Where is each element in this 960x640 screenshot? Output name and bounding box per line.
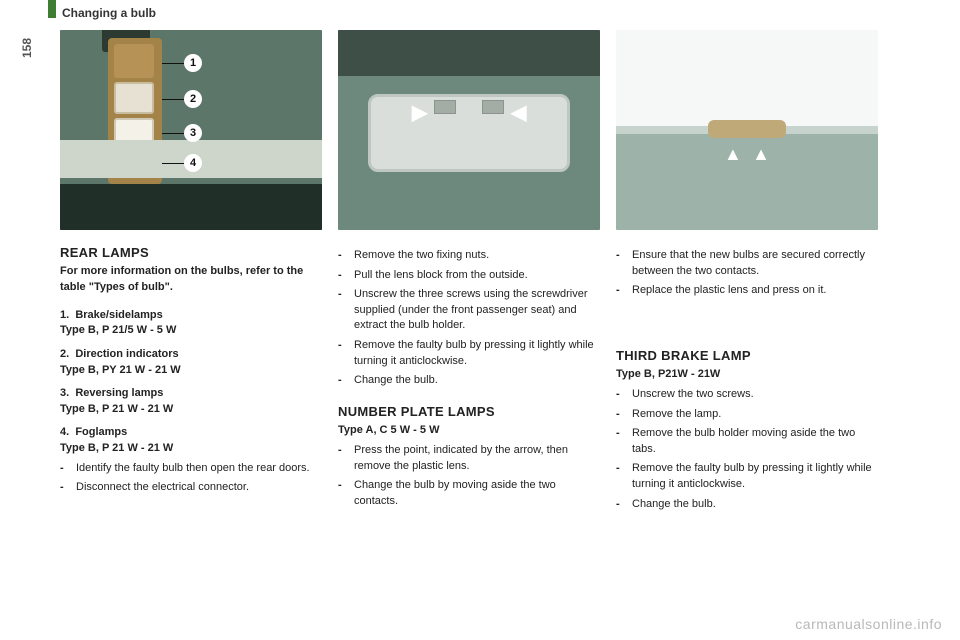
step-text: Unscrew the three screws using the screw…: [354, 287, 600, 334]
step-text: Change the bulb.: [632, 497, 716, 513]
header-accent: [48, 0, 56, 18]
rear-lamps-intro: For more information on the bulbs, refer…: [60, 264, 322, 295]
item-name: Foglamps: [75, 426, 127, 438]
column-3: -Ensure that the new bulbs are secured c…: [616, 244, 878, 512]
image-row: 1 2 3 4 ▶ ▶ ▲ ▲: [60, 30, 916, 230]
column-2: -Remove the two fixing nuts. -Pull the l…: [338, 244, 600, 512]
item-num: 3.: [60, 387, 69, 399]
item-num: 4.: [60, 426, 69, 438]
number-plate-heading: NUMBER PLATE LAMPS: [338, 403, 600, 421]
number-plate-type: Type A, C 5 W - 5 W: [338, 423, 600, 439]
callout-1: 1: [184, 54, 202, 72]
arrow-up-icon: ▲: [752, 144, 770, 165]
step-text: Replace the plastic lens and press on it…: [632, 283, 826, 299]
item-name: Reversing lamps: [75, 387, 163, 399]
rear-lamps-heading: REAR LAMPS: [60, 244, 322, 262]
item-type: Type B, P 21 W - 21 W: [60, 441, 322, 457]
callout-3: 3: [184, 124, 202, 142]
figure-number-plate-lamps: ▶ ▶: [338, 30, 600, 230]
page-number: 158: [20, 38, 34, 58]
column-1: REAR LAMPS For more information on the b…: [60, 244, 322, 512]
step-text: Remove the faulty bulb by pressing it li…: [354, 338, 600, 369]
step-text: Disconnect the electrical connector.: [76, 480, 249, 496]
section-title: Changing a bulb: [62, 6, 156, 20]
step-text: Ensure that the new bulbs are secured co…: [632, 248, 878, 279]
item-type: Type B, P 21/5 W - 5 W: [60, 323, 322, 339]
watermark: carmanualsonline.info: [795, 616, 942, 632]
step-text: Remove the bulb holder moving aside the …: [632, 426, 878, 457]
step-text: Press the point, indicated by the arrow,…: [354, 443, 600, 474]
step-text: Remove the faulty bulb by pressing it li…: [632, 461, 878, 492]
item-name: Brake/sidelamps: [75, 309, 162, 321]
arrow-right-icon: ▶: [412, 100, 427, 125]
arrow-left-icon: ▶: [511, 100, 526, 125]
step-text: Change the bulb.: [354, 373, 438, 389]
step-text: Identify the faulty bulb then open the r…: [76, 461, 310, 477]
step-text: Remove the two fixing nuts.: [354, 248, 489, 264]
item-name: Direction indicators: [75, 348, 178, 360]
item-type: Type B, PY 21 W - 21 W: [60, 363, 322, 379]
step-text: Change the bulb by moving aside the two …: [354, 478, 600, 509]
callout-2: 2: [184, 90, 202, 108]
third-brake-heading: THIRD BRAKE LAMP: [616, 347, 878, 365]
figure-third-brake-lamp: ▲ ▲: [616, 30, 878, 230]
step-text: Remove the lamp.: [632, 407, 721, 423]
step-text: Unscrew the two screws.: [632, 387, 754, 403]
text-columns: REAR LAMPS For more information on the b…: [60, 244, 916, 512]
figure-rear-lamps: 1 2 3 4: [60, 30, 322, 230]
item-num: 1.: [60, 309, 69, 321]
item-num: 2.: [60, 348, 69, 360]
item-type: Type B, P 21 W - 21 W: [60, 402, 322, 418]
callout-4: 4: [184, 154, 202, 172]
arrow-up-icon: ▲: [724, 144, 742, 165]
third-brake-type: Type B, P21W - 21W: [616, 367, 878, 383]
step-text: Pull the lens block from the outside.: [354, 268, 528, 284]
